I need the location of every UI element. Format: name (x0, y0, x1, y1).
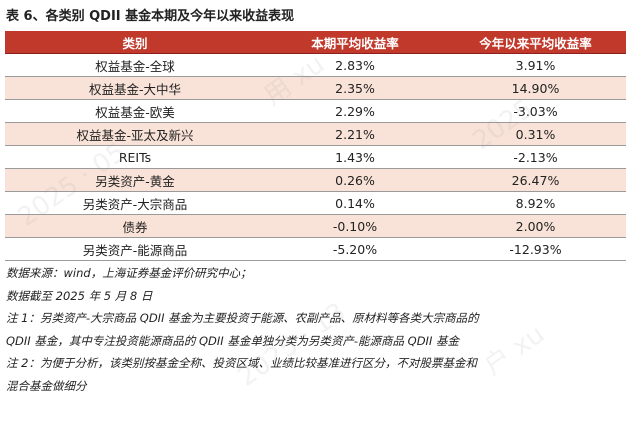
row-category: 权益基金-欧美 (5, 99, 265, 123)
note-2-line-1: 注 2：为便于分析，该类别按基金全称、投资区域、业绩比较基准进行区分，不对股票基… (6, 356, 477, 370)
row-category: 另类资产-大宗商品 (5, 191, 265, 215)
row-category: 债券 (5, 214, 265, 238)
row-period-return: 2.21% (265, 122, 445, 146)
table-header-row: 类别 本期平均收益率 今年以来平均收益率 (5, 31, 626, 54)
table-row: 权益基金-全球 2.83% 3.91% (5, 53, 626, 77)
row-ytd-return: 8.92% (445, 191, 626, 215)
note-1-line-1: 注 1：另类资产-大宗商品 QDII 基金为主要投资于能源、农副产品、原材料等各… (6, 311, 479, 325)
table-row: 另类资产-大宗商品 0.14% 8.92% (5, 191, 626, 215)
table-row: 另类资产-黄金 0.26% 26.47% (5, 168, 626, 192)
row-period-return: -0.10% (265, 214, 445, 238)
row-ytd-return: 26.47% (445, 168, 626, 192)
table-row: 权益基金-大中华 2.35% 14.90% (5, 76, 626, 100)
table-row: 权益基金-欧美 2.29% -3.03% (5, 99, 626, 123)
row-category: 另类资产-黄金 (5, 168, 265, 192)
row-ytd-return: 3.91% (445, 53, 626, 77)
row-ytd-return: 14.90% (445, 76, 626, 100)
header-category: 类别 (5, 31, 265, 54)
data-cutoff-note: 数据截至 2025 年 5 月 8 日 (6, 288, 153, 303)
row-category: 权益基金-大中华 (5, 76, 265, 100)
row-period-return: -5.20% (265, 237, 445, 261)
row-period-return: 2.29% (265, 99, 445, 123)
footnotes: 数据来源：wind，上海证券基金评价研究中心； 数据截至 2025 年 5 月 … (6, 262, 631, 397)
row-period-return: 2.83% (265, 53, 445, 77)
table-row: REITs 1.43% -2.13% (5, 145, 626, 169)
row-period-return: 0.14% (265, 191, 445, 215)
row-ytd-return: -12.93% (445, 237, 626, 261)
row-ytd-return: 2.00% (445, 214, 626, 238)
header-ytd-return: 今年以来平均收益率 (445, 31, 626, 54)
note-2-line-2: 混合基金做细分 (6, 378, 87, 393)
table-row: 权益基金-亚太及新兴 2.21% 0.31% (5, 122, 626, 146)
row-ytd-return: -2.13% (445, 145, 626, 169)
table-row: 债券 -0.10% 2.00% (5, 214, 626, 238)
returns-table: 类别 本期平均收益率 今年以来平均收益率 权益基金-全球 2.83% 3.91%… (5, 31, 626, 261)
note-1-line-2: QDII 基金，其中专注投资能源商品的 QDII 基金单独分类为另类资产-能源商… (6, 333, 459, 348)
row-period-return: 0.26% (265, 168, 445, 192)
row-ytd-return: 0.31% (445, 122, 626, 146)
row-category: 权益基金-全球 (5, 53, 265, 77)
header-period-return: 本期平均收益率 (265, 31, 445, 54)
row-period-return: 2.35% (265, 76, 445, 100)
row-ytd-return: -3.03% (445, 99, 626, 123)
row-period-return: 1.43% (265, 145, 445, 169)
table-row: 另类资产-能源商品 -5.20% -12.93% (5, 237, 626, 261)
row-category: REITs (5, 145, 265, 169)
row-category: 权益基金-亚太及新兴 (5, 122, 265, 146)
row-category: 另类资产-能源商品 (5, 237, 265, 261)
table-title: 表 6、各类别 QDII 基金本期及今年以来收益表现 (6, 9, 295, 24)
data-source-note: 数据来源：wind，上海证券基金评价研究中心； (6, 266, 252, 280)
